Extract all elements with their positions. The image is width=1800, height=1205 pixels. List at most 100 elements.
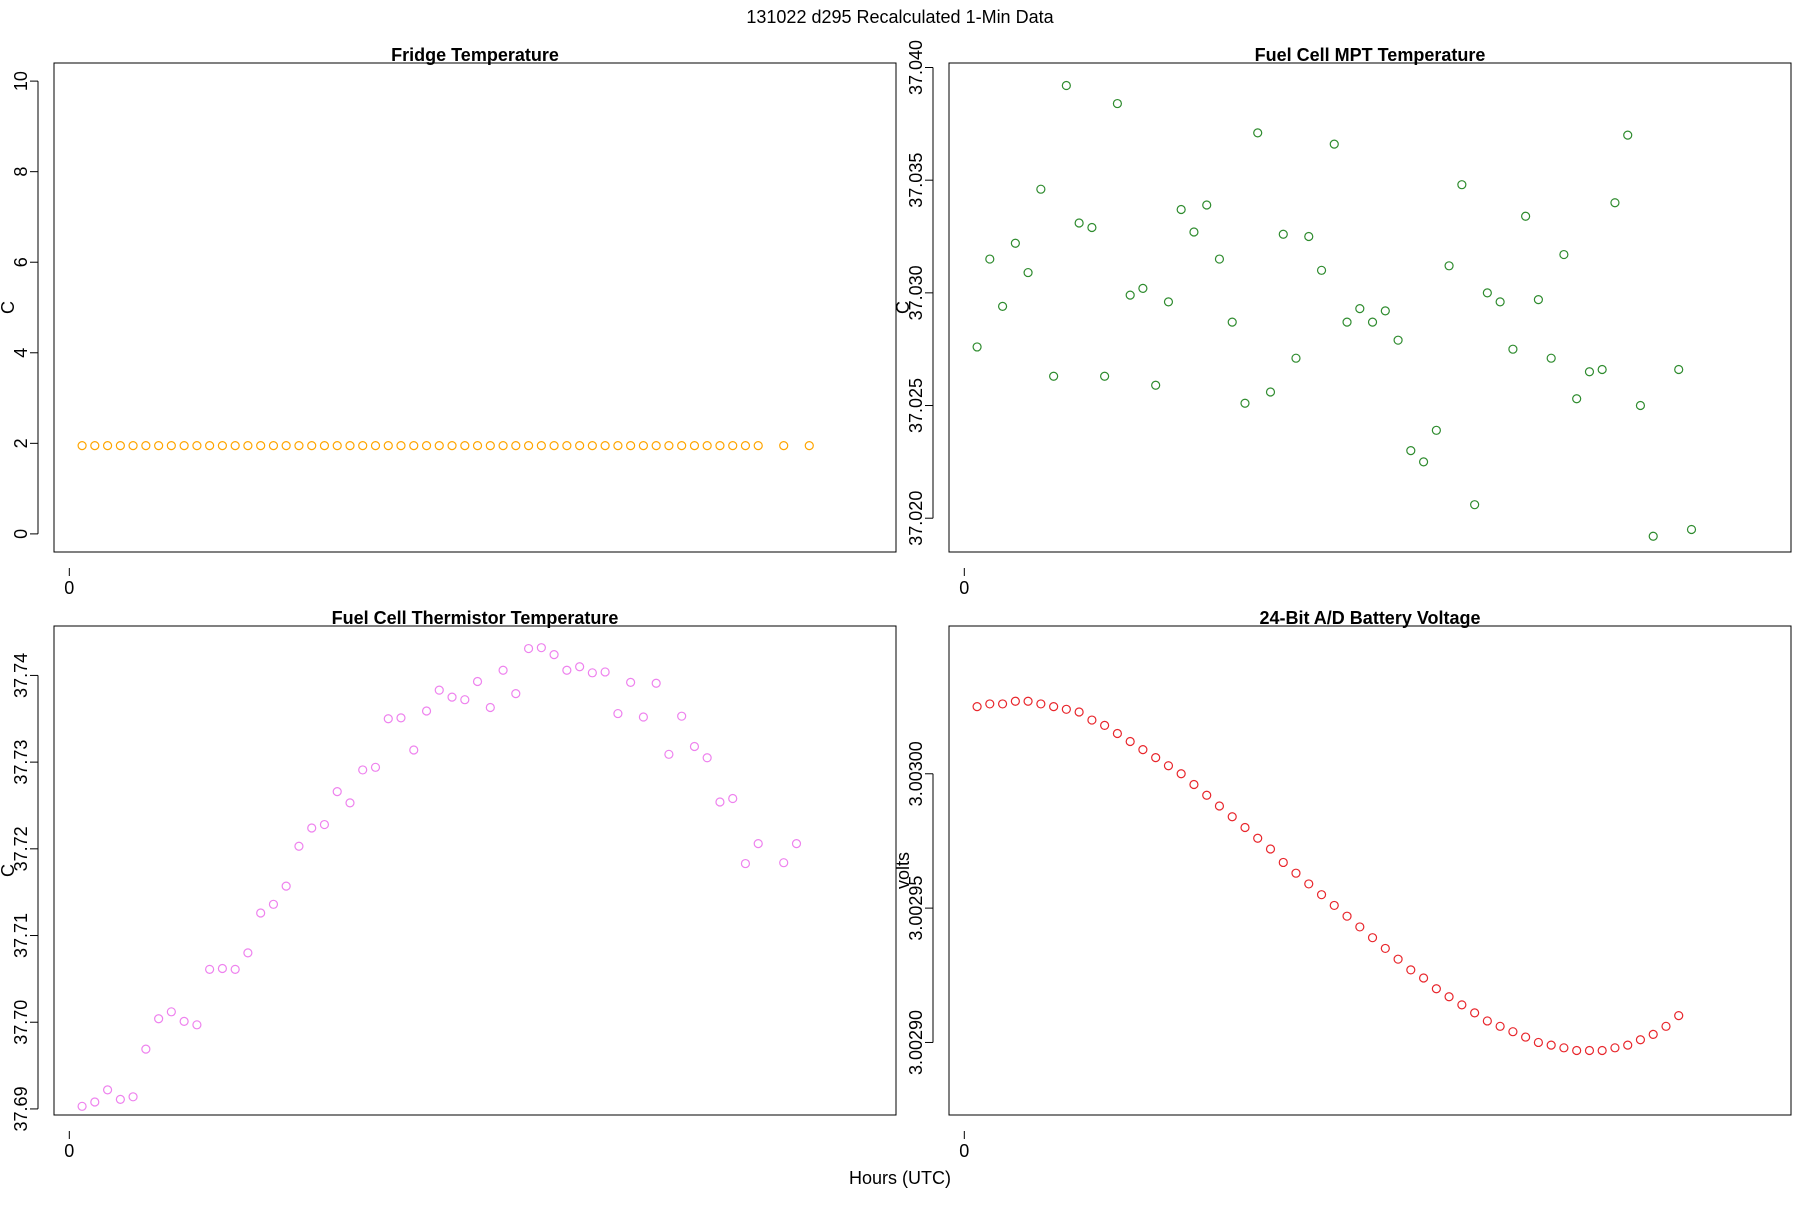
- y-tick-label: 2: [11, 438, 31, 448]
- data-point: [536, 440, 546, 451]
- data-point: [1584, 1045, 1595, 1056]
- data-point: [997, 699, 1008, 709]
- data-point: [1686, 524, 1697, 535]
- data-point: [1674, 364, 1684, 375]
- data-point: [549, 650, 559, 660]
- data-point: [230, 440, 240, 451]
- data-point: [1355, 922, 1365, 932]
- data-point: [1508, 1027, 1518, 1037]
- data-point: [358, 440, 368, 451]
- data-point: [1470, 1008, 1480, 1018]
- panel-battery-voltage: 24-Bit A/D Battery Voltage volts 3.00290 3.…: [893, 608, 1792, 1161]
- data-point: [575, 440, 585, 451]
- data-point: [1214, 254, 1225, 264]
- data-point: [192, 1020, 202, 1030]
- data-point: [753, 839, 763, 849]
- data-point: [1521, 1032, 1531, 1042]
- data-point: [179, 1016, 189, 1026]
- data-point: [192, 440, 202, 451]
- data-point: [1418, 457, 1429, 467]
- data-point: [1138, 744, 1148, 755]
- x-tick-label: 0: [64, 578, 74, 598]
- data-point: [1444, 992, 1454, 1002]
- data-point: [1036, 184, 1046, 194]
- y-tick-label: 37.035: [906, 153, 926, 208]
- figure-title: 131022 d295 Recalculated 1-Min Data: [746, 7, 1054, 27]
- data-point: [409, 440, 419, 451]
- data-point: [613, 708, 623, 719]
- data-point: [997, 301, 1008, 311]
- data-point: [358, 765, 368, 775]
- data-point: [1661, 1021, 1671, 1031]
- data-point: [664, 440, 674, 451]
- data-point: [689, 440, 700, 451]
- data-point: [715, 440, 725, 451]
- data-point: [1240, 822, 1250, 833]
- y-tick-label: 37.69: [11, 1086, 31, 1131]
- data-point: [523, 440, 534, 451]
- data-point: [587, 668, 597, 678]
- data-point: [972, 342, 982, 352]
- data-point: [77, 1101, 87, 1111]
- data-point: [307, 440, 317, 451]
- data-point: [1061, 704, 1071, 714]
- data-point: [421, 440, 432, 451]
- y-tick-label: 10: [11, 71, 31, 91]
- data-point: [1163, 761, 1174, 771]
- data-point: [217, 963, 227, 974]
- data-point: [396, 440, 406, 451]
- data-point: [1508, 344, 1518, 354]
- data-point: [1112, 728, 1123, 739]
- data-point: [613, 440, 623, 451]
- data-point: [985, 254, 995, 264]
- data-point: [179, 440, 189, 451]
- data-point: [587, 440, 597, 451]
- data-point: [1380, 306, 1390, 316]
- data-point: [1087, 222, 1097, 233]
- plot-frame: [53, 62, 897, 553]
- data-point: [268, 899, 279, 909]
- data-point: [1623, 1040, 1633, 1050]
- data-point: [523, 643, 534, 654]
- data-point: [1278, 229, 1288, 239]
- data-point: [1023, 267, 1033, 278]
- y-tick-label: 37.73: [11, 740, 31, 785]
- data-point: [1240, 398, 1250, 408]
- data-point: [1572, 394, 1582, 404]
- x-tick-label: 0: [64, 1141, 74, 1161]
- data-point: [1623, 130, 1633, 140]
- data-point: [472, 440, 483, 451]
- data-point: [562, 665, 572, 675]
- data-point: [332, 787, 342, 797]
- data-point: [702, 753, 712, 763]
- data-point: [154, 1014, 164, 1024]
- data-point: [1253, 833, 1263, 843]
- y-tick-label: 3.00295: [906, 876, 926, 941]
- data-point: [1291, 868, 1301, 878]
- y-axis-label: volts: [893, 852, 913, 889]
- data-point: [115, 1094, 125, 1104]
- data-point: [319, 819, 330, 830]
- data-point: [972, 702, 982, 712]
- data-point: [1176, 204, 1186, 215]
- data-point: [243, 440, 253, 451]
- data-point: [1495, 1021, 1505, 1031]
- data-point: [498, 665, 508, 675]
- data-point: [753, 440, 763, 451]
- data-point: [779, 858, 789, 868]
- data-point: [1572, 1045, 1582, 1056]
- data-point: [1648, 531, 1658, 541]
- data-point: [1495, 297, 1505, 307]
- data-point: [728, 440, 738, 451]
- data-point: [1214, 801, 1225, 811]
- data-point: [1163, 297, 1174, 307]
- data-point: [294, 440, 304, 451]
- data-point: [1125, 290, 1135, 300]
- panel-title: 24-Bit A/D Battery Voltage: [1259, 608, 1480, 628]
- data-point: [1674, 1010, 1684, 1021]
- data-point: [1546, 1040, 1556, 1050]
- data-point: [90, 440, 100, 451]
- data-point: [1367, 317, 1378, 327]
- y-axis-label: C: [893, 301, 913, 314]
